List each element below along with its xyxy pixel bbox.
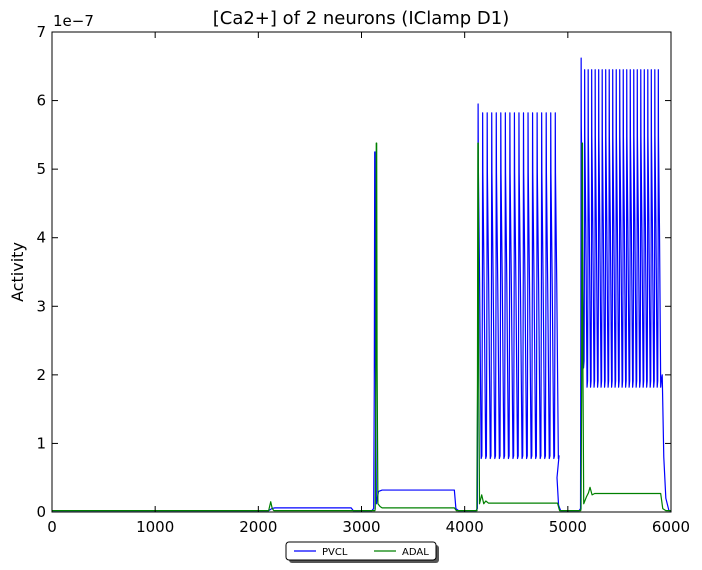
x-tick-label: 2000 (239, 518, 277, 536)
legend: PVCL ADAL (285, 541, 439, 563)
legend-label-pvcl: PVCL (322, 547, 348, 558)
y-tick-label: 7 (36, 23, 46, 41)
series-line-pvcl (52, 57, 671, 512)
x-tick-label: 1000 (136, 518, 174, 536)
x-tick-label: 5000 (549, 518, 587, 536)
legend-box (285, 541, 437, 561)
y-tick-label: 6 (36, 92, 46, 110)
x-tick-label: 0 (47, 518, 57, 536)
axis-ticks: 0 1000 2000 3000 4000 5000 6000 0 1 2 3 4 5 6 7 (36, 23, 690, 536)
y-tick-label: 4 (36, 229, 46, 247)
x-tick-label: 4000 (446, 518, 484, 536)
x-tick-label: 3000 (342, 518, 380, 536)
y-axis-label: Activity (8, 242, 27, 302)
y-tick-label: 5 (36, 160, 46, 178)
legend-label-adal: ADAL (402, 547, 429, 558)
plot-lines (52, 57, 671, 512)
chart-title: [Ca2+] of 2 neurons (IClamp D1) (213, 8, 510, 29)
series-line-adal (52, 142, 671, 512)
y-tick-label: 0 (36, 503, 46, 521)
x-tick-label: 6000 (652, 518, 690, 536)
plot-frame (51, 31, 672, 513)
y-offset-label: 1e−7 (53, 12, 94, 30)
y-tick-label: 1 (36, 434, 46, 452)
y-tick-label: 3 (36, 297, 46, 315)
y-tick-label: 2 (36, 366, 46, 384)
